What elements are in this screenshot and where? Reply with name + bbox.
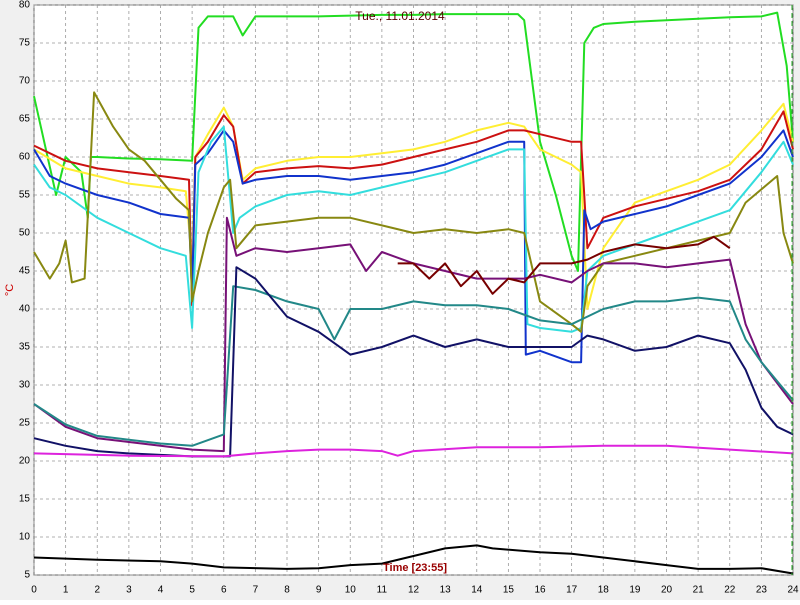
x-tick-label: 17 [566, 585, 578, 596]
x-tick-label: 18 [598, 585, 610, 596]
y-tick-label: 40 [19, 304, 31, 315]
y-tick-label: 75 [19, 38, 31, 49]
x-tick-label: 15 [503, 585, 515, 596]
x-tick-label: 8 [284, 585, 290, 596]
x-tick-label: 1 [63, 585, 69, 596]
x-tick-label: 19 [629, 585, 641, 596]
lines [33, 11, 794, 575]
y-tick-label: 50 [19, 228, 31, 239]
x-tick-label: 14 [471, 585, 483, 596]
x-tick-label: 7 [253, 585, 259, 596]
x-tick-label: 21 [693, 585, 705, 596]
x-tick-label: 13 [440, 585, 452, 596]
y-tick-label: 55 [19, 190, 31, 201]
y-tick-label: 60 [19, 152, 31, 163]
series-line [33, 125, 794, 333]
y-tick-label: 70 [19, 76, 31, 87]
x-tick-label: 12 [408, 585, 420, 596]
y-tick-label: 20 [19, 456, 31, 467]
y-tick-label: 15 [19, 494, 31, 505]
x-tick-label: 23 [756, 585, 768, 596]
grid [33, 4, 794, 576]
x-tick-label: 3 [126, 585, 132, 596]
x-tick-label: 6 [221, 585, 227, 596]
series-line [33, 285, 794, 447]
y-tick-label: 30 [19, 380, 31, 391]
y-tick-label: 25 [19, 418, 31, 429]
series-line [33, 11, 794, 272]
x-tick-label: 22 [724, 585, 736, 596]
x-tick-label: 9 [316, 585, 322, 596]
series-line [33, 544, 794, 575]
series-line [397, 235, 731, 295]
y-tick-label: 65 [19, 114, 31, 125]
y-tick-label: 45 [19, 266, 31, 277]
y-tick-label: 35 [19, 342, 31, 353]
x-tick-label: 11 [377, 585, 388, 596]
y-axis-label: °C [4, 284, 16, 296]
x-tick-label: 24 [787, 585, 799, 596]
y-tick-label: 10 [19, 532, 31, 543]
x-tick-label: 0 [31, 585, 37, 596]
chart-title: Tue., 11.01.2014 [355, 9, 445, 23]
y-tick-label: 80 [19, 0, 31, 11]
series-line [33, 444, 794, 458]
y-tick-label: 5 [24, 570, 30, 581]
x-tick-label: 4 [158, 585, 164, 596]
x-tick-label: 2 [94, 585, 100, 596]
series-line [33, 91, 794, 333]
x-tick-label: 10 [345, 585, 357, 596]
x-axis-label: Time [23:55] [383, 562, 447, 574]
x-tick-label: 16 [534, 585, 546, 596]
x-tick-label: 5 [189, 585, 195, 596]
x-tick-label: 20 [661, 585, 673, 596]
